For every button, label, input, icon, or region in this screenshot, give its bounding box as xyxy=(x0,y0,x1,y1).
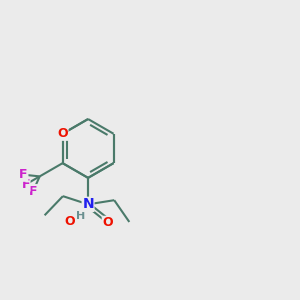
Text: O: O xyxy=(57,127,68,140)
Text: F: F xyxy=(21,178,30,191)
Text: O: O xyxy=(102,216,113,230)
Text: H: H xyxy=(76,211,86,220)
Text: N: N xyxy=(82,197,94,211)
Text: F: F xyxy=(29,185,38,198)
Text: F: F xyxy=(19,168,28,181)
Text: O: O xyxy=(65,215,75,228)
